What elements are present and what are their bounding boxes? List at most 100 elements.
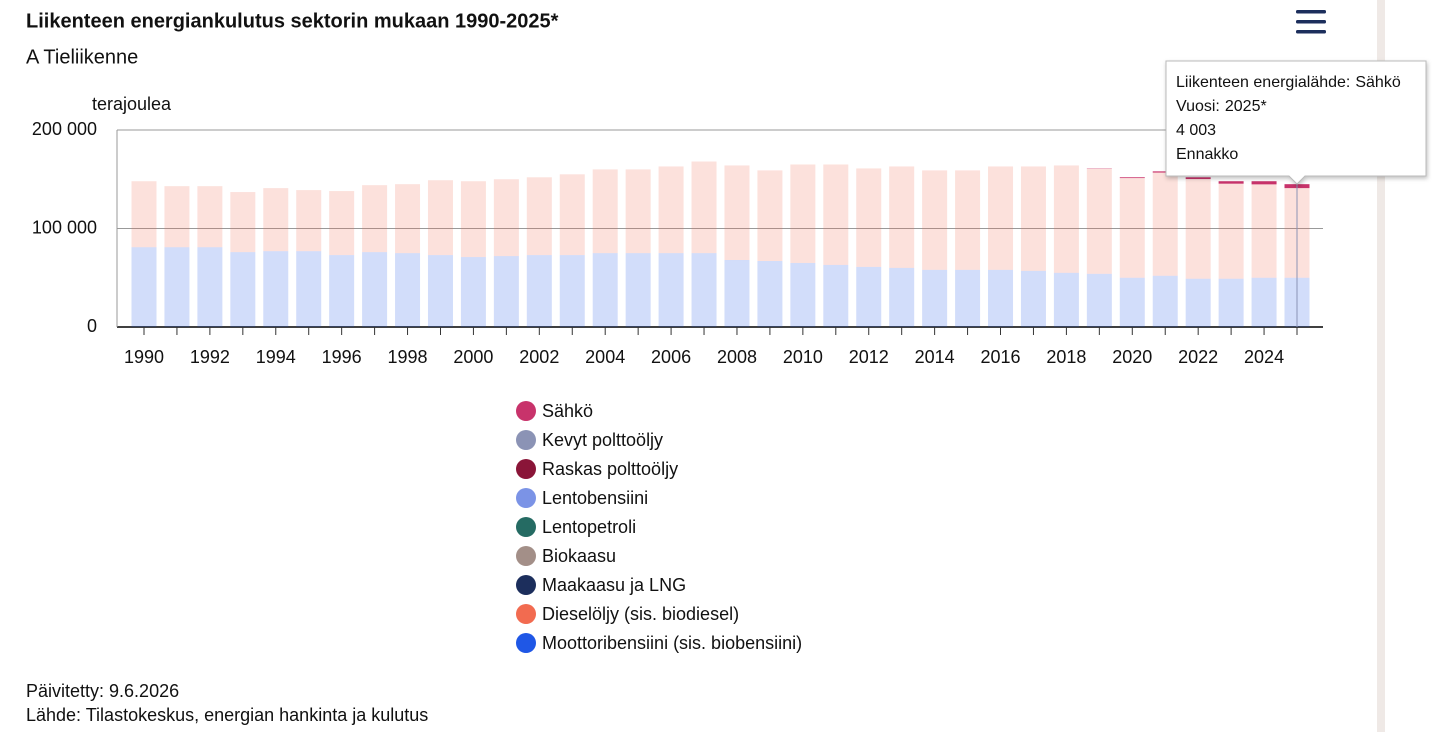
bar-segment [1086,168,1112,274]
page-border [1377,0,1385,732]
tooltip-series-prefix: Liikenteen energialähde: [1176,74,1350,91]
legend-label: Maakaasu ja LNG [542,575,686,595]
x-tick-label: 2000 [453,347,493,367]
bar-segment [790,262,816,327]
bar-segment [1185,177,1211,180]
bar-segment [1119,177,1145,179]
bar-segment [955,269,981,327]
x-tick-label: 2010 [783,347,823,367]
bar-segment [889,267,915,327]
menu-bar[interactable] [1296,30,1326,34]
bar-segment [526,255,552,327]
bar-segment [1119,277,1145,327]
bar-segment [164,186,190,248]
menu-bar[interactable] [1296,20,1326,24]
y-tick-label: 0 [87,316,97,336]
bar-segment [1218,278,1244,327]
bar-segment [493,179,519,257]
x-tick-label: 1996 [322,347,362,367]
bar-segment [427,180,453,256]
bar-segment [329,191,355,256]
x-tick-label: 2020 [1112,347,1152,367]
legend-label: Kevyt polttoöljy [542,430,663,450]
bar-segment [790,164,816,263]
bar-segment [1020,270,1046,327]
bar-segment [724,260,750,327]
legend-marker [516,546,536,566]
bar-segment [230,252,256,327]
bar-segment [988,269,1014,327]
x-tick-label: 2024 [1244,347,1284,367]
legend-marker [516,488,536,508]
bar-segment [493,256,519,327]
y-tick-label: 100 000 [32,217,97,237]
bar-segment [757,261,783,327]
bar-segment [856,168,882,267]
bar-segment [296,190,322,252]
legend-marker [516,604,536,624]
legend-label: Lentobensiini [542,488,648,508]
tooltip-series-name: Sähkö [1355,74,1400,91]
chart-subtitle: A Tieliikenne [26,46,138,68]
x-tick-label: 2004 [585,347,625,367]
y-tick-label: 200 000 [32,119,97,139]
x-tick-label: 2016 [980,347,1020,367]
tooltip-year: Vuosi: 2025* [1176,98,1267,115]
bar-segment [460,257,486,327]
tooltip-value: 4 003 [1176,122,1216,139]
bar-segment [131,247,157,327]
bar-segment [823,164,849,265]
bar-segment [1152,171,1178,173]
bar-segment [1251,277,1277,327]
bar-segment [1086,273,1112,327]
x-tick-label: 2018 [1046,347,1086,367]
legend-label: Moottoribensiini (sis. biobensiini) [542,633,802,653]
chart-title: Liikenteen energiankulutus sektorin muka… [26,10,559,32]
x-tick-label: 2012 [849,347,889,367]
tooltip-year-prefix: Vuosi: [1176,98,1220,115]
bar-segment [1218,183,1244,279]
bar-segment [526,177,552,256]
bar-segment [1185,179,1211,279]
x-tick-label: 2008 [717,347,757,367]
legend-marker [516,459,536,479]
x-tick-label: 2022 [1178,347,1218,367]
menu-bar[interactable] [1296,10,1326,14]
bar-segment [1152,275,1178,327]
updated: Päivitetty: 9.6.2026 [26,681,179,701]
source: Lähde: Tilastokeskus, energian hankinta … [26,705,428,725]
bar-segment [1218,181,1244,184]
bar-segment [296,251,322,327]
menu-button[interactable] [1296,10,1326,34]
bar-segment [1020,166,1046,271]
bar-segment [263,251,289,327]
bar-segment [164,247,190,327]
bar-segment [988,166,1014,270]
x-tick-label: 2006 [651,347,691,367]
bar-segment [922,170,948,270]
x-tick-label: 1994 [256,347,296,367]
bar-segment [592,253,618,327]
x-tick-label: 2014 [915,347,955,367]
x-tick-label: 2002 [519,347,559,367]
bar-segment [889,166,915,268]
legend-marker [516,430,536,450]
legend-marker [516,517,536,537]
tooltip-box [1165,60,1427,185]
bar-segment [395,184,421,254]
bar-segment [592,169,618,254]
legend-label: Raskas polttoöljy [542,459,678,479]
bar-segment [559,255,585,327]
bar-segment [1119,178,1145,278]
bar-segment [724,165,750,261]
tooltip-series: Liikenteen energialähde: Sähkö [1176,74,1401,91]
legend-label: Biokaasu [542,546,616,566]
bar-segment [691,253,717,327]
bar-segment [1053,272,1079,327]
bar-segment [131,181,157,248]
bar-segment [856,266,882,327]
bar-segment [559,174,585,256]
bar-segment [1053,165,1079,273]
